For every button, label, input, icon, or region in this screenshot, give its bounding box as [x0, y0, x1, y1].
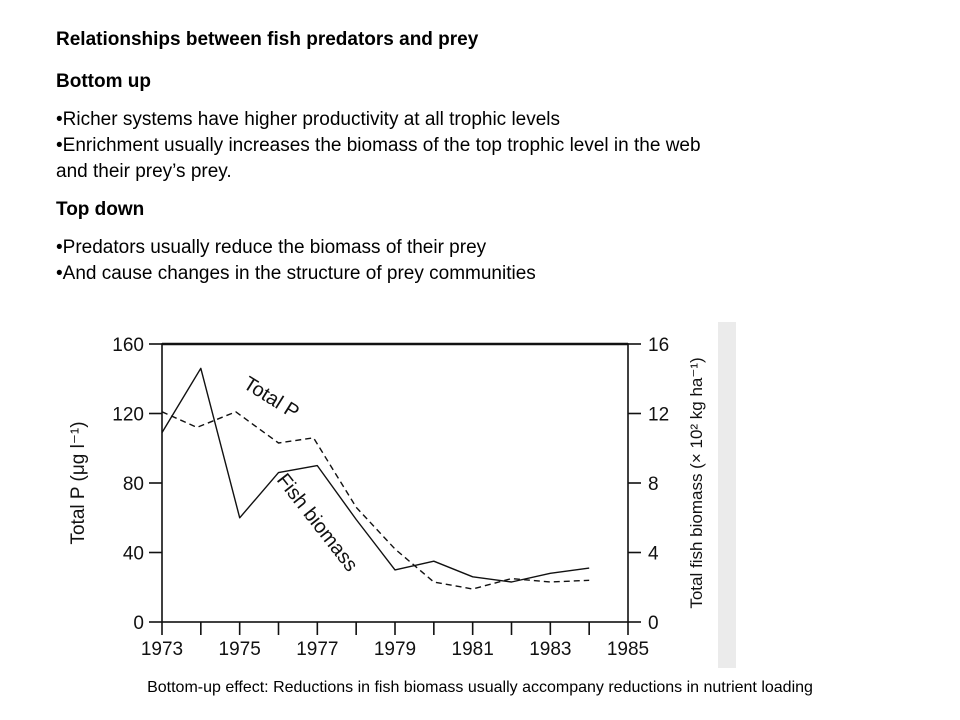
x-tick-label: 1983: [529, 639, 571, 660]
total-p-annotation: Total P: [239, 373, 303, 424]
slide-text: Relationships between fish predators and…: [56, 28, 936, 300]
y2-tick-label: 8: [648, 474, 659, 495]
x-tick-label: 1975: [219, 639, 261, 660]
plot-frame: [161, 343, 629, 623]
fish-biomass-annotation: Fish biomass: [272, 470, 362, 576]
x-tick-label: 1981: [452, 639, 494, 660]
top-down-bullets: •Predators usually reduce the biomass of…: [56, 235, 936, 287]
x-tick-label: 1979: [374, 639, 416, 660]
y-tick-label: 120: [112, 405, 144, 426]
y-tick-label: 0: [133, 613, 144, 634]
section-heading-bottom-up: Bottom up: [56, 71, 151, 92]
y2-tick-label: 16: [648, 335, 669, 356]
y2-axis-title: Total fish biomass (× 10² kg ha⁻¹): [687, 357, 706, 608]
figure-caption: Bottom-up effect: Reductions in fish bio…: [147, 679, 813, 696]
chart-panel: 1973 1975 1977 1979 1981 1983 1985 0 40 80 120 160 0…: [60, 322, 740, 668]
slide-title: Relationships between fish predators and…: [56, 29, 479, 50]
phosphorus-fish-chart: 1973 1975 1977 1979 1981 1983 1985 0 40 80 120 160 0…: [68, 335, 706, 660]
figure-edge-strip: [718, 322, 736, 668]
bullet-item-continuation: and their prey’s prey.: [56, 161, 232, 182]
x-tick-label: 1977: [296, 639, 338, 660]
x-tick-label: 1985: [607, 639, 649, 660]
y-tick-label: 40: [123, 544, 144, 565]
bottom-up-bullets: •Richer systems have higher productivity…: [56, 107, 936, 185]
fish-biomass-line: [161, 367, 590, 583]
x-tick-label: 1973: [141, 639, 183, 660]
y2-tick-label: 12: [648, 405, 669, 426]
bullet-item: •Enrichment usually increases the biomas…: [56, 135, 701, 156]
y2-tick-label: 0: [648, 613, 659, 634]
y-tick-label: 80: [123, 474, 144, 495]
bullet-item: •And cause changes in the structure of p…: [56, 263, 536, 284]
bullet-item: •Predators usually reduce the biomass of…: [56, 237, 487, 258]
y2-tick-label: 4: [648, 544, 659, 565]
bullet-item: •Richer systems have higher productivity…: [56, 109, 561, 130]
total-p-line: [161, 411, 590, 590]
section-heading-top-down: Top down: [56, 199, 145, 220]
y-tick-label: 160: [112, 335, 144, 356]
y-axis-title: Total P (μg l⁻¹): [68, 421, 89, 544]
